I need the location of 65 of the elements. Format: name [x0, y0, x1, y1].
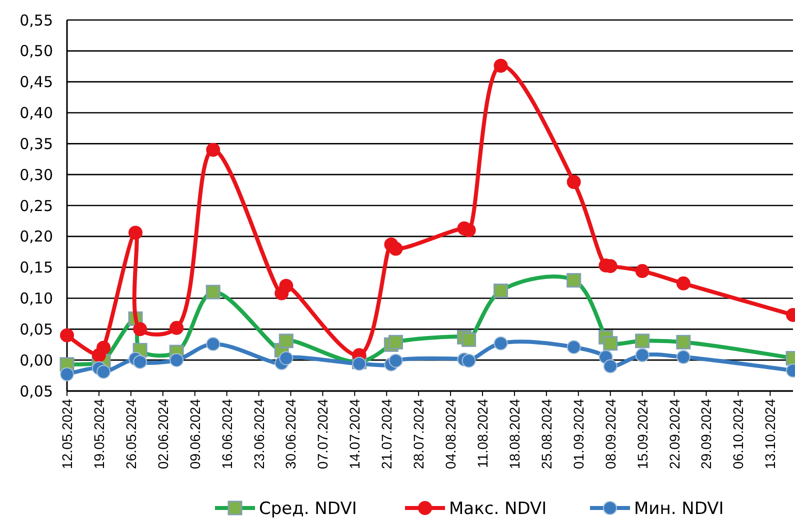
y-tick-label: 0,50 [20, 42, 53, 60]
point [676, 276, 690, 290]
y-tick-label: 0,55 [20, 11, 53, 30]
y-tick-label: 0,45 [20, 73, 53, 92]
x-tick-label: 15.09.2024 [634, 398, 650, 470]
x-tick-label: 07.07.2024 [314, 398, 331, 470]
y-tick-label: 0,05 [20, 382, 53, 400]
point [494, 336, 508, 350]
point [635, 348, 650, 362]
point [603, 359, 618, 374]
x-tick-label: 12.05.2024 [59, 398, 75, 470]
x-tick-label: 23.06.2024 [250, 398, 267, 470]
point [388, 354, 403, 368]
point [96, 340, 111, 355]
point [206, 142, 220, 157]
x-tick-label: 01.09.2024 [570, 398, 586, 470]
legend-label: Мин. NDVI [634, 498, 724, 519]
point [279, 351, 294, 366]
y-tick-label: 0,20 [20, 228, 53, 246]
point [494, 58, 508, 73]
x-tick-label: 30.06.2024 [282, 398, 299, 470]
legend-label: Сред. NDVI [259, 498, 357, 519]
point [635, 264, 650, 278]
point [566, 175, 581, 190]
point [676, 350, 690, 364]
y-tick-label: 0,00 [20, 351, 53, 370]
point [96, 364, 111, 379]
point [133, 354, 148, 369]
x-tick-label: 21.07.2024 [378, 398, 395, 470]
x-tick-label: 08.09.2024 [602, 398, 618, 470]
x-tick-label: 13.10.2024 [762, 398, 778, 470]
legend-label: Макс. NDVI [449, 498, 547, 519]
point [128, 226, 142, 240]
x-tick-label: 22.09.2024 [666, 398, 682, 470]
point [388, 242, 403, 256]
x-tick-label: 02.06.2024 [154, 398, 171, 470]
x-tick-label: 14.07.2024 [346, 398, 363, 470]
x-tick-label: 29.09.2024 [698, 398, 714, 470]
x-tick-label: 11.08.2024 [474, 398, 491, 468]
x-tick-label: 09.06.2024 [186, 398, 203, 470]
y-tick-label: 0,25 [20, 196, 53, 215]
x-tick-label: 25.08.2024 [538, 398, 554, 470]
x-tick-label: 06.10.2024 [730, 398, 746, 470]
point [170, 320, 184, 335]
x-tick-label: 18.08.2024 [506, 398, 522, 470]
x-tick-label: 16.06.2024 [218, 398, 235, 470]
point [133, 322, 148, 336]
point [566, 340, 581, 354]
y-tick-label: 0,10 [20, 290, 53, 308]
x-tick-label: 04.08.2024 [442, 398, 459, 470]
point [206, 337, 220, 352]
point [60, 328, 74, 342]
y-tick-label: 0,40 [20, 104, 53, 122]
point [60, 367, 74, 382]
x-tick-label: 28.07.2024 [410, 398, 427, 470]
x-tick-label: 19.05.2024 [90, 398, 107, 470]
point [170, 353, 184, 368]
y-tick-label: 0,30 [20, 166, 53, 184]
point [279, 278, 294, 293]
y-tick-label: 0,05 [20, 320, 53, 338]
x-tick-label: 26.05.2024 [122, 398, 139, 470]
point [462, 354, 476, 368]
point [462, 223, 476, 238]
y-tick-label: 0,35 [20, 134, 53, 153]
y-tick-label: 0,15 [20, 258, 53, 277]
